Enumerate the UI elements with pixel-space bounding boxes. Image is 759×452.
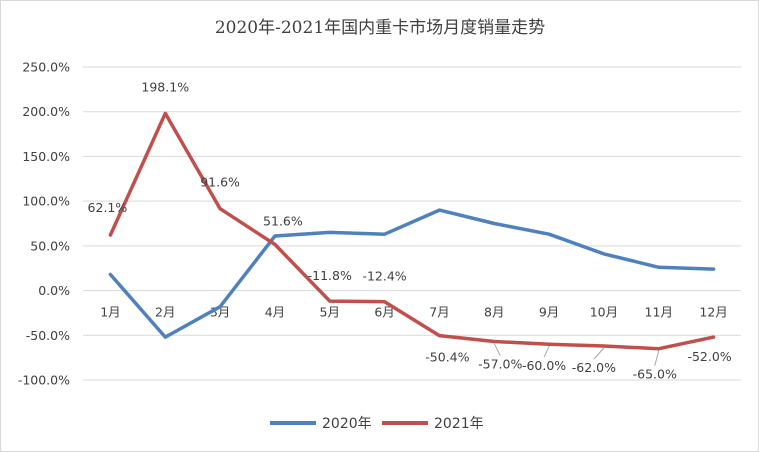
- gridlines: [83, 66, 741, 381]
- data-point: [218, 305, 222, 308]
- label-leader-line: [593, 347, 605, 360]
- data-point: [712, 335, 715, 339]
- data-labels: 62.1%198.1%91.6%51.6%-11.8% -12.4%-50.4% -…: [88, 79, 732, 381]
- x-tick-label: 8月: [484, 305, 504, 320]
- data-point: [657, 347, 660, 350]
- data-label: -65.0%: [633, 367, 677, 382]
- data-point: [164, 112, 167, 115]
- data-label: 91.6%: [200, 175, 240, 190]
- data-point: [383, 300, 386, 303]
- x-tick-label: 12月: [699, 305, 727, 320]
- series-lines: [108, 111, 716, 351]
- data-label-leaders: [493, 343, 660, 366]
- y-tick-label: 100.0%: [22, 194, 70, 209]
- y-tick-label: 0.0%: [38, 283, 70, 298]
- x-tick-label: 1月: [100, 305, 120, 320]
- data-point: [602, 252, 606, 256]
- x-tick-label: 7月: [429, 305, 449, 320]
- x-tick-label: 10月: [590, 305, 618, 320]
- y-tick-label: -50.0%: [26, 328, 70, 343]
- data-point: [273, 234, 277, 238]
- data-point: [547, 233, 551, 236]
- x-tick-label: 9月: [539, 305, 559, 320]
- data-label: -60.0%: [522, 358, 566, 373]
- data-label: 51.6%: [263, 213, 303, 228]
- data-point: [164, 335, 167, 339]
- data-point: [383, 233, 386, 236]
- data-point: [657, 266, 660, 269]
- data-label: -12.4%: [362, 269, 406, 284]
- data-point: [273, 243, 277, 246]
- data-point: [493, 222, 496, 225]
- series-line-2: [108, 111, 716, 351]
- legend-label: 2021年: [434, 416, 484, 432]
- data-point: [602, 344, 606, 348]
- x-tick-label: 4月: [265, 305, 285, 320]
- x-tick-label: 6月: [374, 305, 394, 320]
- data-label: 198.1%: [141, 79, 189, 94]
- data-point: [328, 299, 331, 303]
- data-point: [547, 343, 551, 346]
- y-tick-label: 250.0%: [22, 60, 70, 75]
- y-tick-label: -100.0%: [18, 373, 70, 388]
- data-label: -11.8%: [308, 268, 352, 283]
- data-point: [712, 267, 715, 271]
- data-point: [109, 273, 112, 276]
- data-point: [109, 233, 112, 237]
- data-label: 62.1%: [88, 200, 128, 215]
- data-point: [438, 208, 441, 212]
- x-tick-label: 11月: [645, 305, 673, 320]
- data-label: -57.0%: [478, 357, 522, 372]
- series-line-1: [108, 208, 716, 339]
- y-axis-ticks: 250.0% 200.0% 150.0% 100.0% 50.0% 0.0% -50.0% -…: [18, 60, 70, 388]
- x-tick-label: 5月: [320, 305, 340, 320]
- data-label: -52.0%: [687, 349, 731, 364]
- data-point: [328, 231, 331, 234]
- data-point: [493, 340, 496, 343]
- y-tick-label: 150.0%: [22, 149, 70, 164]
- data-point: [438, 334, 441, 337]
- y-tick-label: 50.0%: [30, 238, 70, 253]
- data-label: -62.0%: [572, 360, 616, 375]
- legend-label: 2020年: [322, 416, 372, 432]
- legend: 2020年 2021年: [270, 416, 484, 432]
- y-tick-label: 200.0%: [22, 104, 70, 119]
- chart-title: 2020年-2021年国内重卡市场月度销量走势: [215, 18, 545, 38]
- label-leader-line: [543, 346, 550, 358]
- x-tick-label: 2月: [155, 305, 175, 320]
- label-leader-line: [493, 343, 501, 356]
- data-point: [218, 207, 222, 210]
- label-leader-line: [654, 350, 660, 366]
- x-axis-ticks: 1月 2月 3月 4月 5月 6月 7月 8月 9月 10月 11月 12月: [100, 305, 728, 320]
- data-label: -50.4%: [425, 350, 469, 365]
